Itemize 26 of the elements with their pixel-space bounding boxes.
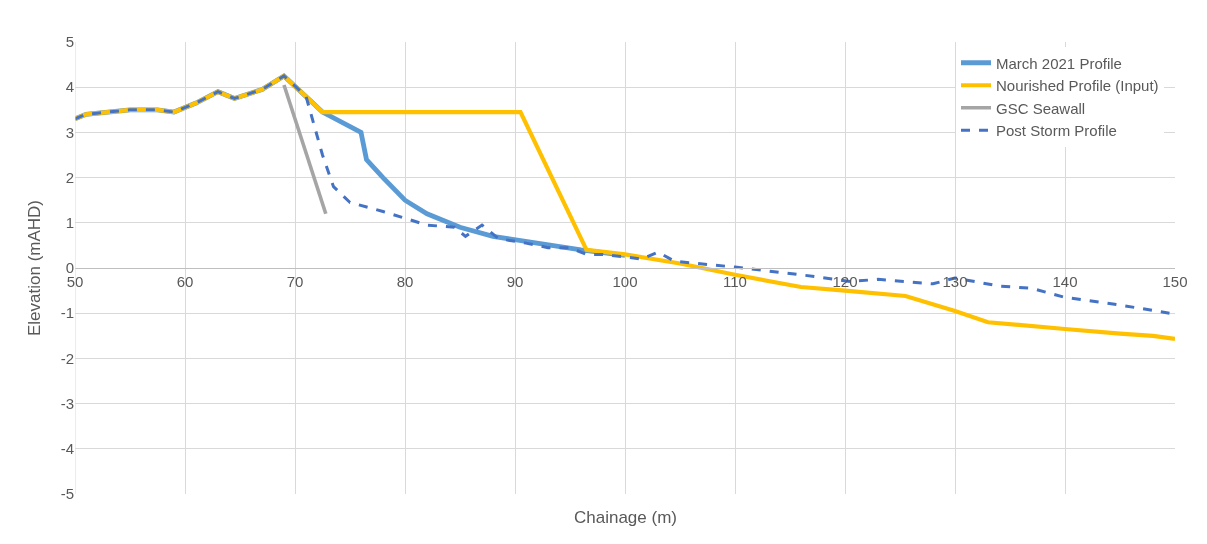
x-tick-label: 150 <box>1162 273 1188 290</box>
y-tick-label: 3 <box>65 123 74 141</box>
y-tick-label: -2 <box>60 349 74 367</box>
x-tick-label: 100 <box>612 273 638 290</box>
y-tick-label: 4 <box>65 78 74 96</box>
x-tick-label: 130 <box>942 273 968 290</box>
y-tick-label: 5 <box>65 33 74 51</box>
y-tick-label: -1 <box>60 304 74 322</box>
x-tick-label: 140 <box>1052 273 1078 290</box>
y-tick-label: -4 <box>60 440 74 458</box>
y-tick-label: -5 <box>60 485 74 503</box>
legend-label: GSC Seawall <box>996 99 1086 117</box>
x-tick-label: 90 <box>506 273 524 290</box>
x-tick-label: 70 <box>286 273 304 290</box>
x-tick-label: 60 <box>176 273 194 290</box>
y-tick-label: 1 <box>65 214 74 232</box>
x-axis-title: Chainage (m) <box>574 508 677 527</box>
x-tick-label: 110 <box>723 273 747 290</box>
y-tick-label: -3 <box>60 394 74 412</box>
x-tick-label: 120 <box>832 273 858 290</box>
y-tick-label: 2 <box>65 168 74 186</box>
legend-label: Post Storm Profile <box>996 122 1117 140</box>
legend-label: Nourished Profile (Input) <box>996 77 1159 95</box>
x-tick-label: 80 <box>396 273 414 290</box>
legend-label: March 2021 Profile <box>996 54 1122 72</box>
y-axis-title: Elevation (mAHD) <box>25 199 45 337</box>
